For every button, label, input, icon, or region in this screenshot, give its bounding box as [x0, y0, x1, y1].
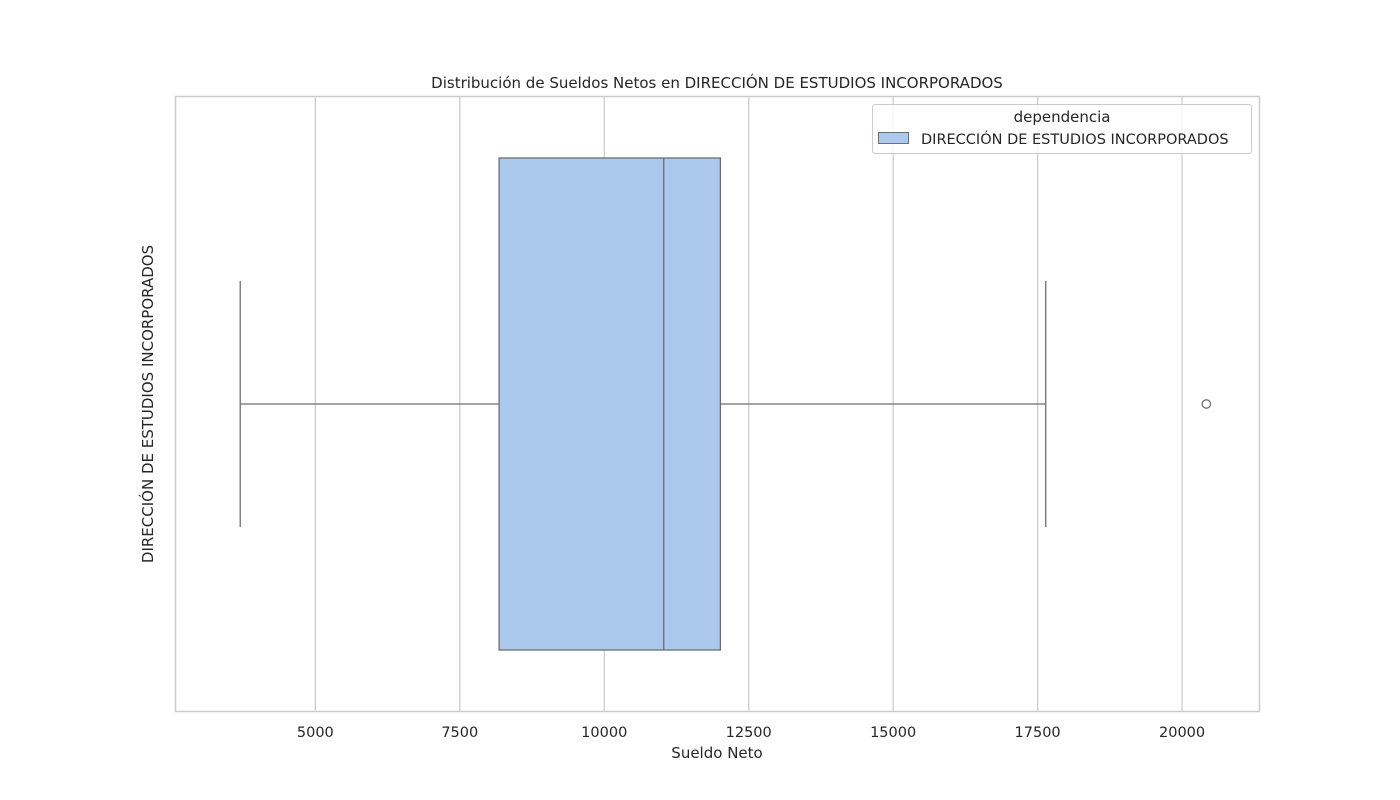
x-tick-label: 12500 [726, 725, 772, 741]
legend: dependencia DIRECCIÓN DE ESTUDIOS INCORP… [872, 104, 1252, 154]
x-tick-label: 5000 [297, 725, 334, 741]
box-series [239, 157, 1212, 651]
plot-area-frame [174, 95, 1261, 713]
x-tick-label: 10000 [581, 725, 627, 741]
y-axis-label: DIRECCIÓN DE ESTUDIOS INCORPORADOS [138, 245, 157, 563]
legend-title: dependencia [1014, 108, 1111, 126]
outlier-point [1201, 399, 1212, 409]
x-axis-label: Sueldo Neto [671, 744, 762, 762]
legend-swatch [878, 132, 909, 144]
interquartile-box [498, 157, 722, 651]
legend-box [872, 104, 1252, 154]
chart-title: Distribución de Sueldos Netos en DIRECCI… [431, 73, 1003, 92]
x-tick-label: 15000 [870, 725, 916, 741]
x-tick-label: 7500 [441, 725, 478, 741]
x-tick-label: 17500 [1015, 725, 1061, 741]
legend-entry-label: DIRECCIÓN DE ESTUDIOS INCORPORADOS [921, 130, 1229, 148]
x-tick-labels: 5000 7500 10000 12500 15000 17500 20000 [297, 725, 1205, 741]
x-tick-label: 20000 [1159, 725, 1205, 741]
